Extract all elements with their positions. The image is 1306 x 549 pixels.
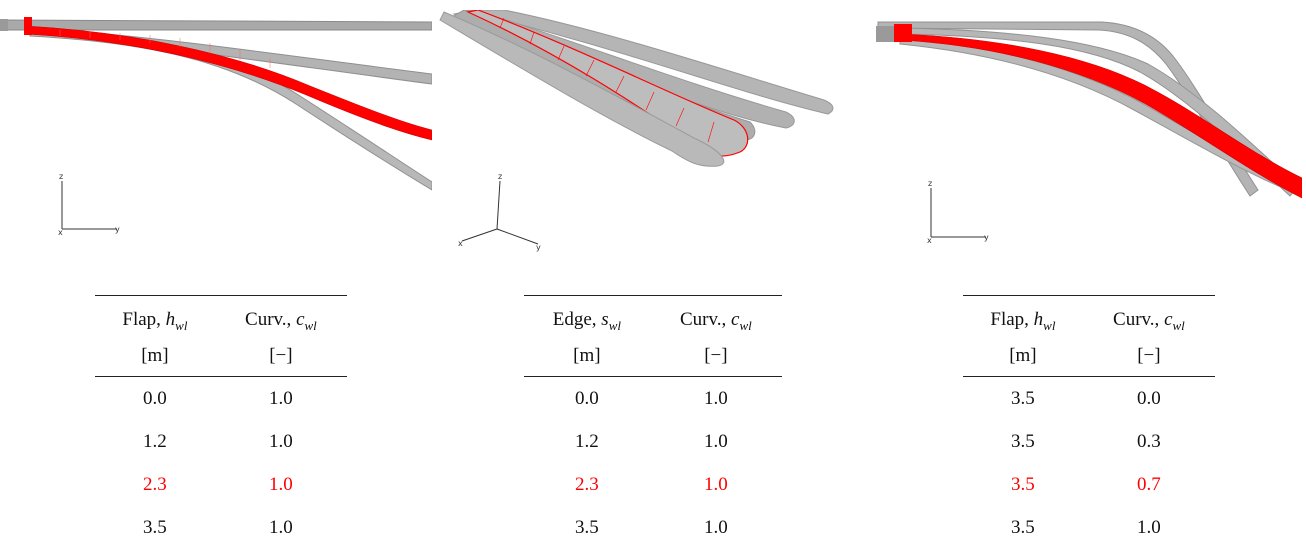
col-header-curv: Curv., cwl: [214, 295, 347, 336]
blade-highlighted-mesh: [59, 30, 271, 68]
cell: 1.0: [649, 376, 782, 420]
blade-curv-0: [877, 21, 1259, 197]
panel-curvature: z x y Flap, hwl Curv., cwl [m] [−] 3.5 0.…: [870, 0, 1306, 538]
table-edgewise: Edge, swl Curv., cwl [m] [−] 0.0 1.0 1.2 1…: [524, 295, 782, 549]
unit-flap: [m]: [141, 345, 169, 366]
cell: 1.0: [704, 430, 728, 452]
cell: 1.0: [214, 376, 347, 420]
col-header-curv: Curv., cwl: [1082, 295, 1215, 336]
cell: 2.3: [143, 473, 167, 495]
panel-flapwise: z x y Flap, hwl Curv., cwl [m] [−] 0.0 1.…: [0, 0, 434, 538]
col-header-curv: Curv., cwl: [649, 295, 782, 336]
highlighted-row: 2.3 1.0: [524, 463, 782, 506]
axis-triad: z x y: [58, 172, 120, 237]
axis-label-y: y: [536, 243, 541, 252]
cell: 1.0: [704, 473, 728, 495]
cell: 0.0: [95, 376, 215, 420]
col-header-flap: Flap, hwl: [95, 295, 215, 336]
blade-root: [876, 26, 898, 42]
cell: 0.7: [1137, 473, 1161, 495]
axis-label-y: y: [115, 225, 120, 234]
cell: 3.5: [1011, 473, 1035, 495]
cell: 1.0: [1137, 516, 1161, 538]
cell: 1.0: [269, 430, 293, 452]
cell: 0.3: [1137, 430, 1161, 452]
cell: 3.5: [1011, 516, 1035, 538]
table-flapwise: Flap, hwl Curv., cwl [m] [−] 0.0 1.0 1.2 1…: [95, 295, 347, 549]
col-header-flap: Flap, hwl: [963, 295, 1083, 336]
axis-label-z: z: [59, 172, 63, 181]
cell: 1.0: [269, 516, 293, 538]
blade-straight: [3, 19, 432, 31]
blade-highlighted: [899, 33, 1302, 199]
highlighted-row: 2.3 1.0: [95, 463, 347, 506]
blade-highlighted-mesh: [499, 17, 715, 143]
blade-edge-front: [439, 11, 725, 167]
axis-label-z: z: [928, 179, 932, 188]
axis-label-x: x: [927, 236, 932, 245]
blade-root-straight: [0, 19, 8, 31]
cell: 1.2: [143, 430, 167, 452]
axis-triad: z x y: [458, 172, 541, 252]
panel-edgewise: z x y Edge, swl Curv., cwl [m] [−] 0.0 1.…: [434, 0, 870, 538]
col-header-edge: Edge, swl: [524, 295, 650, 336]
cell: 3.5: [143, 516, 167, 538]
cell: 0.0: [1082, 376, 1215, 420]
blade-highlighted: [25, 25, 432, 141]
unit-curv: [−]: [1137, 345, 1161, 366]
blade-root-highlighted: [24, 17, 32, 35]
cell: 1.2: [575, 430, 599, 452]
blade-highlighted: [466, 10, 749, 157]
cell: 1.0: [704, 516, 728, 538]
blade-render-curvature: z x y: [876, 21, 1302, 245]
table-curvature: Flap, hwl Curv., cwl [m] [−] 3.5 0.0 3.5 0…: [963, 295, 1215, 549]
unit-curv: [−]: [704, 345, 728, 366]
axis-label-y: y: [984, 233, 989, 242]
axis-triad: z x y: [927, 179, 989, 245]
cell: 0.0: [524, 376, 650, 420]
blade-render-edgewise: z x y: [439, 10, 834, 252]
axis-label-z: z: [498, 172, 502, 181]
cell: 2.3: [575, 473, 599, 495]
cell: 1.0: [269, 473, 293, 495]
axis-label-x: x: [58, 228, 63, 237]
cell: 3.5: [575, 516, 599, 538]
blade-edge-back: [463, 10, 834, 115]
cell: 3.5: [963, 376, 1083, 420]
unit-edge: [m]: [573, 345, 601, 366]
unit-curv: [−]: [269, 345, 293, 366]
blade-render-flapwise: z x y: [0, 17, 432, 237]
unit-flap: [m]: [1009, 345, 1037, 366]
blade-curv-3: [899, 37, 1302, 197]
blade-root-highlighted: [894, 24, 912, 42]
highlighted-row: 3.5 0.7: [963, 463, 1215, 506]
axis-label-x: x: [458, 239, 463, 248]
cell: 3.5: [1011, 430, 1035, 452]
